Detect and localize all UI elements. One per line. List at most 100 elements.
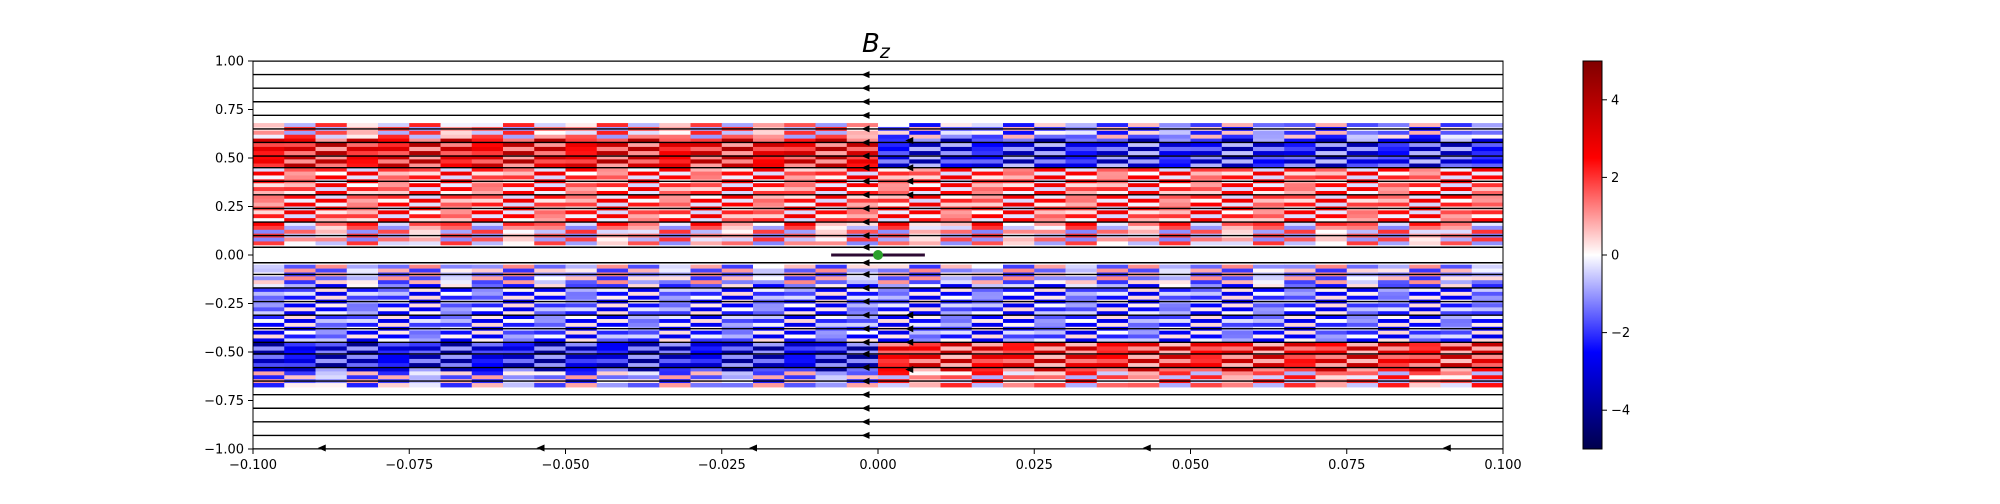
heatmap-cell	[503, 354, 535, 360]
heatmap-cell	[409, 268, 441, 273]
heatmap-cell	[1315, 146, 1348, 152]
heatmap-cell	[971, 371, 1004, 376]
heatmap-cell	[284, 342, 316, 347]
heatmap-cell	[1315, 142, 1348, 148]
x-tick-label: −0.075	[385, 458, 433, 473]
heatmap-cell	[503, 322, 535, 328]
heatmap-cell	[1440, 167, 1473, 173]
heatmap-cell	[1003, 256, 1035, 262]
heatmap-cell	[284, 319, 316, 324]
heatmap-cell	[440, 375, 473, 380]
heatmap-cell	[440, 363, 473, 368]
heatmap-cell	[1096, 253, 1129, 258]
heatmap-cell	[1346, 163, 1379, 169]
heatmap-cell	[284, 202, 316, 207]
heatmap-cell	[1190, 171, 1223, 176]
heatmap-cell	[471, 375, 504, 380]
heatmap-cell	[721, 264, 754, 270]
heatmap-cell	[1471, 367, 1503, 372]
heatmap-cell	[784, 334, 816, 339]
heatmap-cell	[721, 183, 754, 188]
heatmap-cell	[1378, 276, 1410, 281]
heatmap-cell	[1003, 319, 1035, 324]
heatmap-cell	[846, 198, 879, 204]
heatmap-cell	[1190, 350, 1223, 356]
heatmap-cell	[284, 334, 316, 339]
heatmap-cell	[1284, 346, 1316, 352]
heatmap-cell	[753, 225, 785, 231]
heatmap-cell	[1159, 194, 1191, 200]
heatmap-cell	[409, 319, 441, 324]
heatmap-cell	[784, 264, 816, 270]
heatmap-cell	[1190, 202, 1223, 207]
heatmap-cell	[1440, 383, 1473, 388]
heatmap-cell	[378, 276, 410, 281]
heatmap-cell	[1284, 276, 1316, 281]
heatmap-cell	[753, 367, 785, 372]
heatmap-cell	[1221, 287, 1254, 293]
heatmap-cell	[315, 123, 348, 128]
heatmap-cell	[1440, 303, 1473, 308]
heatmap-cell	[878, 375, 910, 380]
heatmap-cell	[1440, 151, 1473, 156]
heatmap-cell	[628, 229, 660, 235]
heatmap-cell	[940, 303, 973, 308]
heatmap-cell	[1034, 354, 1066, 360]
heatmap-cell	[253, 287, 285, 293]
heatmap-cell	[846, 342, 879, 347]
heatmap-cell	[596, 268, 629, 273]
heatmap-cell	[1471, 295, 1503, 301]
heatmap-cell	[846, 214, 879, 219]
heatmap-cell	[659, 190, 691, 196]
heatmap-cell	[1065, 194, 1098, 200]
heatmap-cell	[1096, 175, 1129, 180]
heatmap-cell	[1065, 319, 1098, 324]
heatmap-cell	[690, 375, 723, 380]
heatmap-cell	[1253, 222, 1285, 227]
heatmap-cell	[659, 123, 691, 128]
colorbar-gradient	[1583, 61, 1602, 449]
heatmap-cell	[971, 190, 1004, 196]
heatmap-cell	[1440, 284, 1473, 289]
heatmap-cell	[690, 303, 723, 308]
heatmap-cell	[815, 241, 848, 246]
heatmap-cell	[596, 350, 629, 356]
heatmap-cell	[1253, 225, 1285, 231]
heatmap-cell	[690, 218, 723, 223]
heatmap-cell	[940, 155, 973, 160]
heatmap-cell	[378, 202, 410, 207]
heatmap-cell	[1190, 330, 1223, 336]
heatmap-cell	[1096, 375, 1129, 380]
heatmap-cell	[253, 222, 285, 227]
heatmap-cell	[1284, 225, 1316, 231]
heatmap-cell	[1315, 291, 1348, 297]
heatmap-cell	[284, 383, 316, 388]
heatmap-cell	[1034, 264, 1066, 270]
heatmap-cell	[1003, 315, 1035, 320]
heatmap-cell	[1471, 371, 1503, 376]
heatmap-cell	[1253, 295, 1285, 301]
heatmap-cell	[253, 330, 285, 336]
heatmap-cell	[940, 295, 973, 301]
heatmap-cell	[565, 210, 598, 215]
heatmap-cell	[721, 175, 754, 180]
heatmap-cell	[1128, 256, 1160, 262]
heatmap-cell	[815, 350, 848, 356]
heatmap-cell	[346, 319, 379, 324]
heatmap-cell	[534, 303, 566, 308]
heatmap-cell	[1440, 322, 1473, 328]
heatmap-cell	[1221, 338, 1254, 343]
heatmap-cell	[315, 151, 348, 156]
y-tick-label: −0.50	[204, 346, 244, 361]
heatmap-cell	[1253, 346, 1285, 352]
heatmap-cell	[1065, 350, 1098, 356]
x-axis: −0.100 −0.075 −0.050 −0.025 0.000 0.025 0.050 0…	[229, 449, 1522, 473]
heatmap-cell	[440, 383, 473, 388]
heatmap-cell	[846, 256, 879, 262]
heatmap-cell	[690, 146, 723, 152]
heatmap-cell	[909, 319, 941, 324]
heatmap-cell	[1253, 229, 1285, 235]
heatmap-cell	[378, 190, 410, 196]
heatmap-cell	[690, 346, 723, 352]
heatmap-cell	[534, 330, 566, 336]
